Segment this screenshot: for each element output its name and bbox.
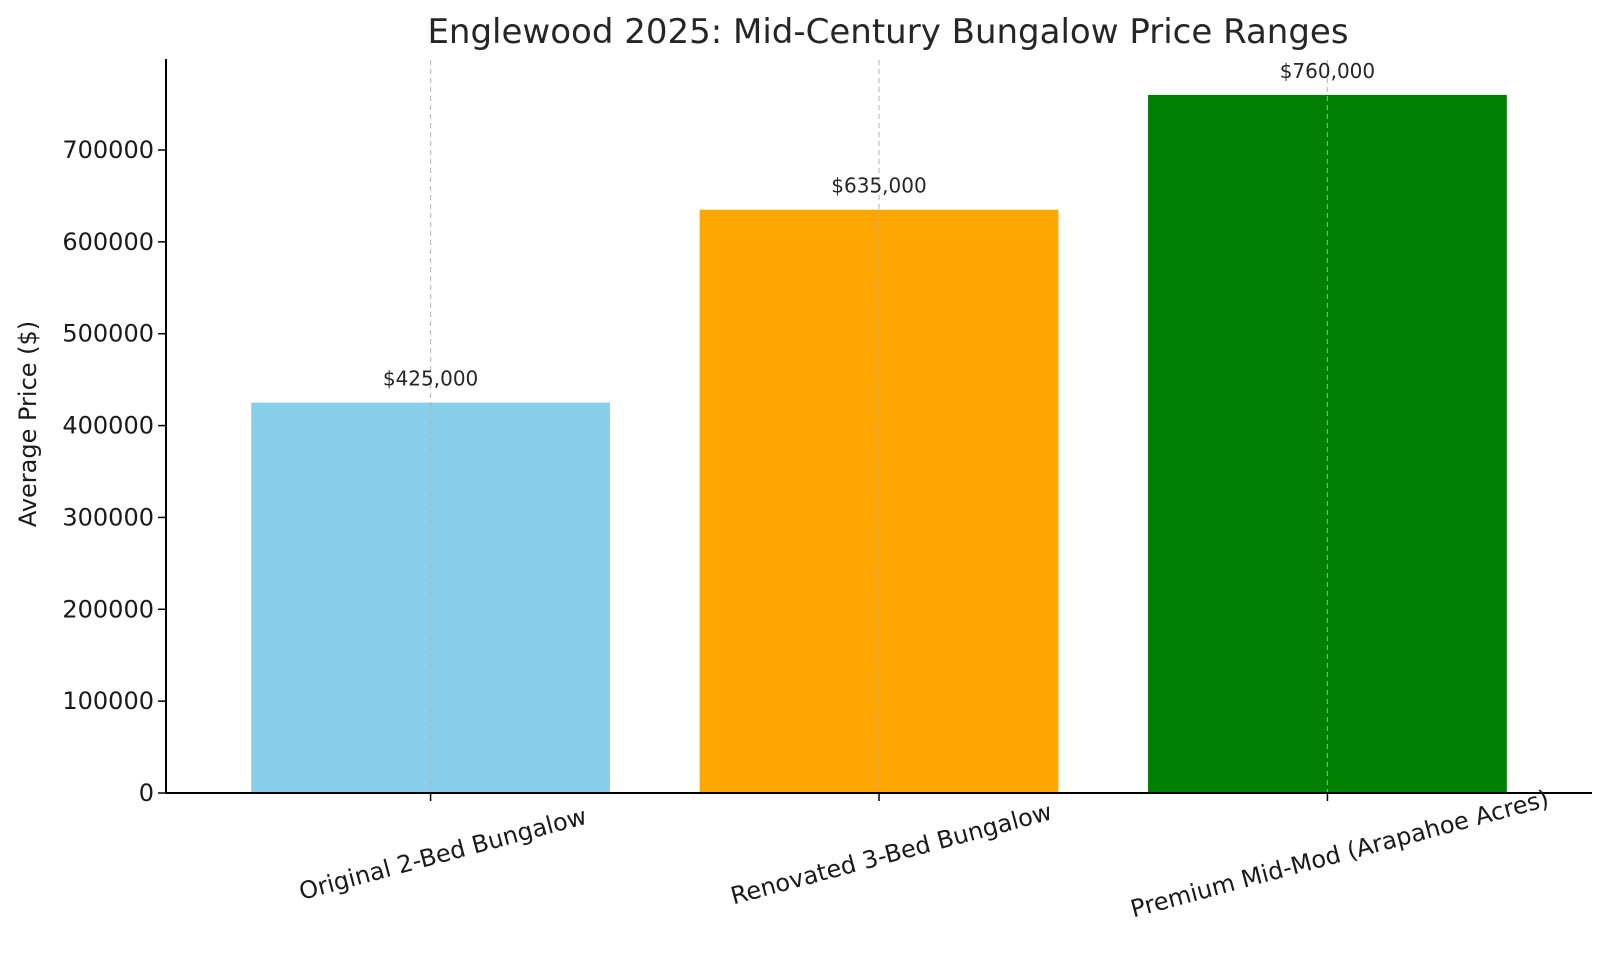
y-tick-label: 400000: [62, 412, 154, 440]
y-tick-label: 600000: [62, 228, 154, 256]
x-tick-label: Premium Mid-Mod (Arapahoe Acres): [1128, 785, 1552, 924]
x-tick-label: Renovated 3-Bed Bungalow: [728, 798, 1055, 911]
bar-1: [251, 402, 610, 793]
y-axis-label: Average Price ($): [14, 321, 42, 527]
data-label-2: $635,000: [831, 174, 926, 198]
x-tick-label: Original 2-Bed Bungalow: [296, 802, 590, 906]
y-tick-label: 500000: [62, 320, 154, 348]
y-tick-label: 300000: [62, 503, 154, 531]
y-tick-label: 100000: [62, 687, 154, 715]
chart-title: Englewood 2025: Mid-Century Bungalow Pri…: [427, 12, 1348, 52]
data-labels: $425,000 $635,000 $760,000: [383, 59, 1375, 391]
data-label-1: $425,000: [383, 367, 478, 391]
y-tick-label: 0: [139, 779, 154, 807]
x-ticks: Original 2-Bed Bungalow Renovated 3-Bed B…: [296, 785, 1552, 924]
y-tick-label: 700000: [62, 136, 154, 164]
y-tick-label: 200000: [62, 595, 154, 623]
y-ticks: 0 100000 200000 300000 400000 500000 600000 700…: [62, 136, 166, 807]
data-label-3: $760,000: [1280, 59, 1375, 83]
